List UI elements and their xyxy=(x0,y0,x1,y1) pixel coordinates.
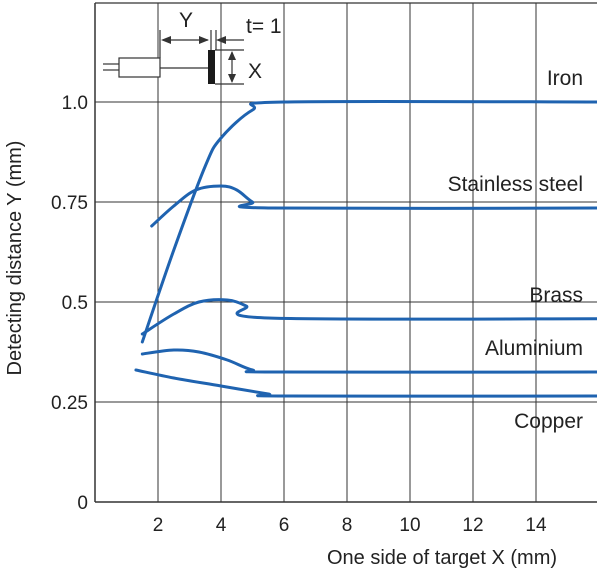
series-line-brass xyxy=(140,298,597,336)
series-line-stainless-steel xyxy=(150,184,597,228)
target-plate xyxy=(208,50,215,84)
x-tick-label: 6 xyxy=(279,515,290,536)
series-line-copper xyxy=(134,368,597,398)
x-tick-label: 14 xyxy=(525,515,547,536)
x-arrowhead-bottom xyxy=(228,74,236,83)
y-tick-label: 0 xyxy=(77,493,88,514)
x-tick-label: 4 xyxy=(216,515,227,536)
tick-layer: 2 4 6 8 10 12 14 0 0.25 0.5 0.75 1.0 xyxy=(51,93,547,536)
sensor-diagram: Y t= 1 X xyxy=(103,9,282,85)
y-tick-label: 0.5 xyxy=(62,293,88,314)
y-tick-label: 0.75 xyxy=(51,193,88,214)
series-label-iron: Iron xyxy=(547,67,583,90)
series-layer xyxy=(134,99,597,398)
x-dimension-label: X xyxy=(248,60,262,83)
y-arrowhead-left xyxy=(161,36,171,44)
series-label-copper: Copper xyxy=(514,410,583,433)
series-label-brass: Brass xyxy=(529,284,583,307)
series-label-stainless-steel: Stainless steel xyxy=(448,173,583,196)
x-tick-label: 12 xyxy=(462,515,483,536)
y-arrowhead-right xyxy=(199,36,209,44)
y-tick-label: 1.0 xyxy=(62,93,88,114)
series-label-aluminium: Aluminium xyxy=(485,337,583,360)
x-tick-label: 2 xyxy=(153,515,164,536)
x-axis-title: One side of target X (mm) xyxy=(327,547,557,569)
series-line-aluminium xyxy=(140,348,597,374)
t-thickness-label: t= 1 xyxy=(246,15,282,38)
series-label-layer: Iron Stainless steel Brass Aluminium Copper xyxy=(448,67,583,433)
x-arrowhead-top xyxy=(228,51,236,60)
y-axis-title: Detecting distance Y (mm) xyxy=(4,141,26,376)
y-dimension-label: Y xyxy=(179,9,193,32)
x-tick-label: 8 xyxy=(342,515,353,536)
t-arrowhead xyxy=(216,36,226,44)
sensor-head-body xyxy=(118,57,161,78)
x-tick-label: 10 xyxy=(399,515,420,536)
y-tick-label: 0.25 xyxy=(51,393,88,414)
series-line-iron xyxy=(140,99,597,344)
